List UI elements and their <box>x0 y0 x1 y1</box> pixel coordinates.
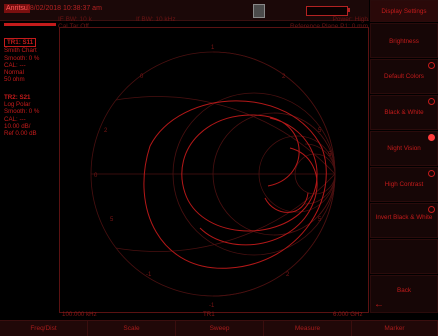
trace-2-cal: CAL: --- <box>4 115 26 123</box>
softkey-label: High Contrast <box>384 181 424 188</box>
radio-selected-icon <box>428 134 435 141</box>
info-line: Cal Tar Off <box>58 23 89 30</box>
smith-chart-svg: 1 -1 0 5 0 2 -1 2 2 5 5 5 <box>90 45 336 309</box>
softkey-label: Black & White <box>384 109 424 116</box>
chart-label-ml: 2 <box>104 128 108 134</box>
active-trace-bar <box>4 23 56 26</box>
softkey-high-contrast[interactable]: High Contrast <box>370 167 438 202</box>
smith-chart[interactable]: 1 -1 0 5 0 2 -1 2 2 5 5 5 <box>59 27 369 313</box>
trace-2-header[interactable]: TR2: S21 <box>4 93 31 101</box>
softkey-title: Display Settings <box>370 0 438 22</box>
chart-label-left: 0 <box>94 173 98 179</box>
status-bar <box>0 0 369 21</box>
softkey-black-white[interactable]: Black & White <box>370 95 438 130</box>
info-line: IF BW: 10 k <box>58 16 92 23</box>
softkey-label: Brightness <box>389 38 419 45</box>
trace-1-mode: Normal <box>4 69 24 77</box>
radio-icon <box>428 98 435 105</box>
chart-label-bl: 5 <box>110 217 114 223</box>
softkey-title-label: Display Settings <box>381 8 427 15</box>
radio-icon <box>428 206 435 213</box>
trace-1-smooth: Smooth: 0 % <box>4 54 40 62</box>
softkey-label: Back <box>397 287 411 294</box>
chart-label-lr: 2 <box>286 272 290 278</box>
trace-1-cal: CAL: --- <box>4 61 26 69</box>
radio-icon <box>428 170 435 177</box>
trace-1-format: Smith Chart <box>4 47 37 55</box>
battery-icon <box>306 6 348 16</box>
radio-icon <box>428 62 435 69</box>
chart-label-bottom: -1 <box>209 303 215 309</box>
trace-info-panel: TR1: S11 Smith Chart Smooth: 0 % CAL: --… <box>4 38 56 138</box>
battery-tip-icon <box>347 8 350 12</box>
datetime-label: 08/02/2018 10:38:37 am <box>26 5 102 12</box>
softkey-default-colors[interactable]: Default Colors <box>370 59 438 94</box>
trace-2-scale: 10.00 dB/ <box>4 122 31 130</box>
trace-1-block[interactable]: TR1: S11 Smith Chart Smooth: 0 % CAL: --… <box>4 38 56 84</box>
chart-label-br: 5 <box>318 217 322 223</box>
freq-stop-label: 6.000 GHz <box>333 311 363 318</box>
tab-sweep[interactable]: Sweep <box>176 321 264 336</box>
trace-2-ref: Ref 0.00 dB <box>4 130 37 138</box>
tab-marker[interactable]: Marker <box>352 321 438 336</box>
info-line: Power: High <box>332 16 368 23</box>
info-column-1: IF BW: 10 k Cal Tar Off <box>58 16 92 30</box>
info-column-2: If BW: 10 kHz <box>136 16 176 23</box>
chart-label-top: 1 <box>211 45 215 51</box>
tab-freq-dist[interactable]: Freq/Dist <box>0 321 88 336</box>
instrument-model: Anritsu <box>4 4 30 13</box>
softkey-invert[interactable]: Invert Black & White <box>370 203 438 238</box>
softkey-label: Invert Black & White <box>375 214 433 221</box>
marker-label: TR1 <box>203 311 215 318</box>
info-column-3: Power: High Reference Plane P1: 0 mm <box>288 16 368 30</box>
bottom-tab-bar: Freq/Dist Scale Sweep Measure Marker <box>0 320 438 336</box>
chart-label-ur: 2 <box>282 74 286 80</box>
softkey-brightness[interactable]: Brightness <box>370 23 438 58</box>
softkey-night-vision[interactable]: Night Vision <box>370 131 438 166</box>
chart-label-ll: -1 <box>146 272 152 278</box>
softkey-label: Night Vision <box>387 145 421 152</box>
back-arrow-icon: ← <box>374 299 384 310</box>
softkey-back[interactable]: Back ← <box>370 275 438 313</box>
trace-1-impedance: 50 ohm <box>4 76 25 84</box>
trace-2-format: Log Polar <box>4 101 31 109</box>
softkey-empty[interactable] <box>370 239 438 274</box>
softkey-label: Default Colors <box>384 73 424 80</box>
gps-icon <box>253 4 265 18</box>
chart-label-ul: 0 <box>140 74 144 80</box>
info-line: Reference Plane P1: 0 mm <box>289 23 368 30</box>
trace-1-header[interactable]: TR1: S11 <box>4 38 37 48</box>
freq-start-label: 100.000 kHz <box>62 311 97 318</box>
tab-scale[interactable]: Scale <box>88 321 176 336</box>
tab-measure[interactable]: Measure <box>264 321 352 336</box>
chart-label-right: 5 <box>328 152 332 158</box>
trace-2-smooth: Smooth: 0 % <box>4 108 40 116</box>
softkey-panel: Display Settings Brightness Default Colo… <box>370 0 438 320</box>
trace-2-block[interactable]: TR2: S21 Log Polar Smooth: 0 % CAL: --- … <box>4 94 56 138</box>
chart-label-mr: 5 <box>318 128 322 134</box>
